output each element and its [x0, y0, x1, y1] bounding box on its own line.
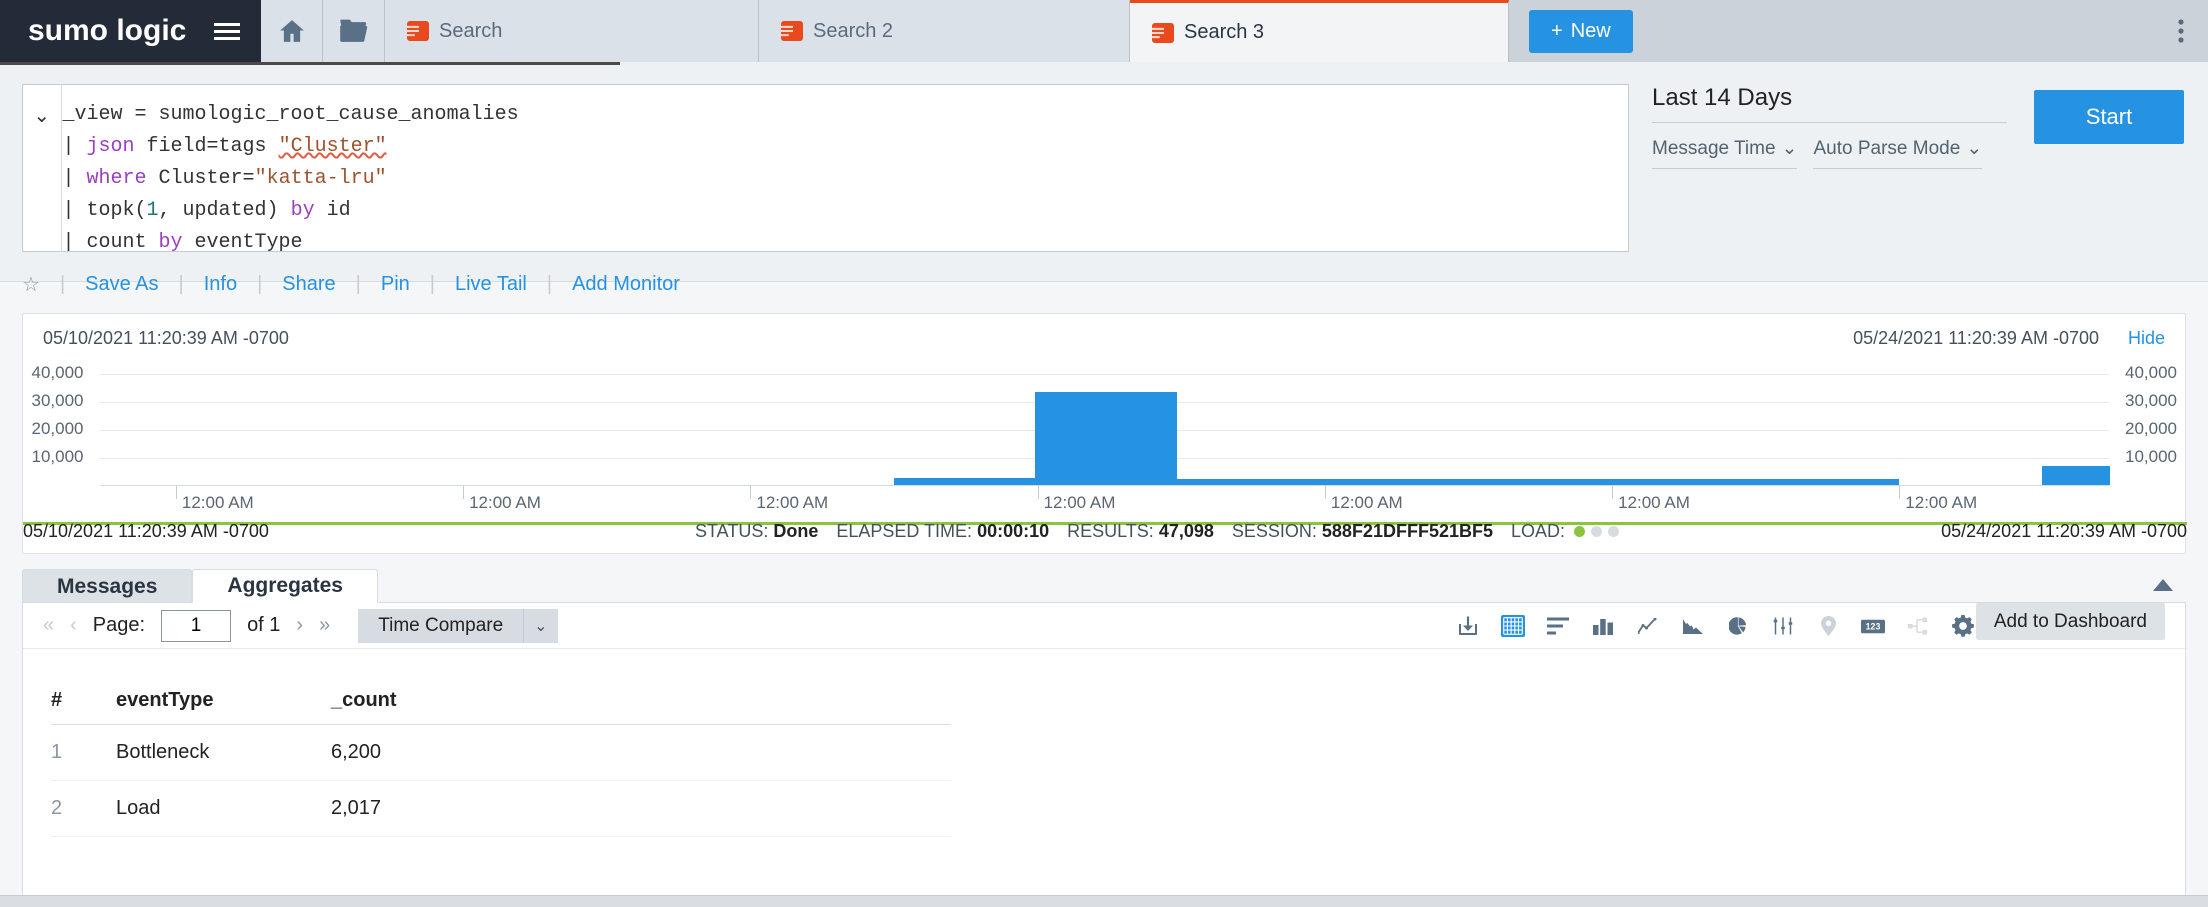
- svg-text:123: 123: [1866, 621, 1881, 631]
